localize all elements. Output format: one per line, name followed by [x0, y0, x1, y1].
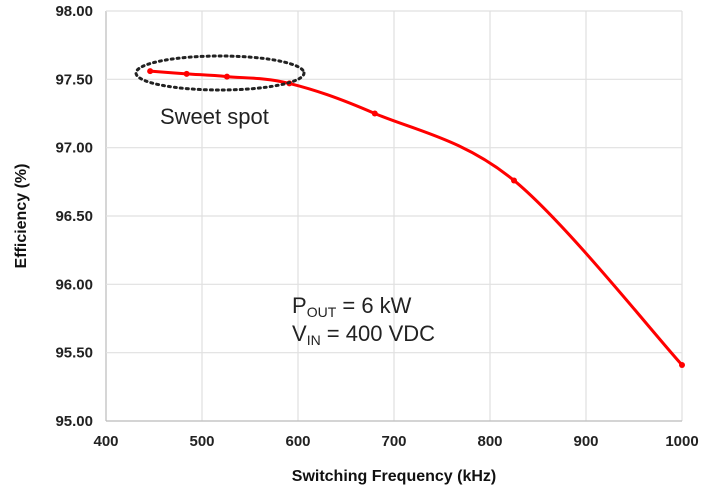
data-point	[511, 177, 517, 184]
y-tick-label: 97.50	[55, 71, 93, 88]
x-tick-label: 800	[477, 433, 502, 450]
data-point	[183, 70, 190, 77]
y-axis-label: Efficiency (%)	[13, 164, 30, 269]
y-tick-label: 96.00	[55, 276, 93, 293]
pout-annotation: POUT = 6 kW	[292, 293, 412, 320]
x-tick-label: 700	[381, 433, 406, 450]
sweet-spot-label: Sweet spot	[160, 104, 269, 129]
y-tick-label: 98.00	[55, 3, 93, 20]
data-point	[679, 361, 685, 368]
y-tick-label: 95.00	[55, 413, 93, 430]
data-point	[147, 68, 154, 75]
x-tick-label: 400	[93, 433, 118, 450]
efficiency-series-line	[150, 69, 684, 366]
x-tick-label: 600	[285, 433, 310, 450]
x-tick-label: 1000	[665, 433, 698, 450]
y-tick-label: 96.50	[55, 208, 93, 225]
sweet-spot-ellipse	[134, 54, 306, 92]
x-axis-label: Switching Frequency (kHz)	[292, 468, 496, 485]
data-point	[371, 110, 378, 117]
data-point	[223, 73, 230, 80]
x-tick-label: 500	[189, 433, 214, 450]
y-tick-label: 97.00	[55, 140, 93, 157]
y-tick-label: 95.50	[55, 345, 93, 362]
vin-annotation: VIN = 400 VDC	[292, 321, 435, 348]
x-tick-label: 900	[573, 433, 598, 450]
